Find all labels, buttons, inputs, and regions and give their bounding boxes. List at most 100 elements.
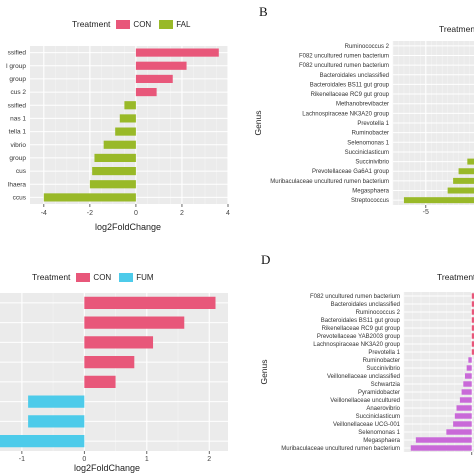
bar [92,167,136,176]
bar [403,197,474,204]
category-label: nas 1 [10,115,26,122]
bar [135,61,187,70]
category-label: Bacteroidales BS11 gut group [310,82,390,88]
legend-label-fal: FAL [176,19,191,29]
x-tick-label: 1 [145,456,149,463]
bar [471,325,474,331]
category-label: tella 1 [9,129,27,136]
category-label: Rikenellaceae RC9 gut group [311,92,390,98]
category-label: Bacteroidales BS11 gut group [321,318,401,324]
bar [415,437,472,443]
legend-title-b: Treatment [439,24,474,34]
category-label: Rikenellaceae RC9 gut group [322,326,401,332]
chart-d: F082 uncultured rumen bacterium Bacteroid… [259,292,474,455]
chart-a: ssified l group group cus 2 ssified nas 1 tell… [6,46,230,232]
category-label: Ruminococcus 2 [345,44,390,50]
category-label: Streptococcus [351,198,389,204]
category-label: group [9,76,26,83]
category-label: Veillonellaceae uncultured [330,398,400,404]
bar [0,435,85,448]
category-label: Ruminobacter [352,131,389,137]
panel-label-d: D [261,252,271,267]
category-label: Pyramidobacter [358,390,400,396]
category-label: Methanobrevibacter [336,102,389,108]
category-label: Bacteroidales unclassified [331,302,400,308]
bar [84,375,116,388]
bar [410,445,472,451]
legend-label-fum: FUM [136,272,154,282]
bar [471,309,474,315]
legend-swatch-con [76,272,91,282]
category-label: l group [6,63,26,70]
legend-title: Treatment [32,272,71,282]
category-label: Bacteroidales unclassified [320,73,389,79]
bar [84,336,154,349]
x-tick-label: 4 [226,210,230,217]
bar [471,293,474,299]
category-label: Prevotellaceae Ga6A1 group [312,169,390,175]
legend-swatch-con [116,19,131,29]
legend-label-con: CON [93,272,112,282]
x-axis-label: log2FoldChange [95,222,161,232]
bar [471,333,474,339]
category-label: ccus [13,194,27,201]
y-axis-label: Genus [259,359,269,384]
category-label: Anaerovibrio [366,406,400,412]
bar [135,48,219,57]
panel-label-b: B [259,4,268,19]
category-label: Veillonellaceae UCG-001 [333,422,401,428]
bar [471,317,474,323]
chart-b: Ruminococcus 2 F082 uncultured rumen bact… [253,41,474,232]
category-label: Prevotella 1 [368,350,400,356]
category-label: Megasphaera [363,438,400,444]
plot-background [30,46,228,204]
legend-swatch-fum [119,272,134,282]
x-axis-label: log2FoldChange [74,463,140,473]
category-label: Veillonellaceae unclassified [327,374,400,380]
bar [84,296,216,309]
bar [84,316,185,329]
panel-a: Treatment CON FAL ssified l group group cus… [0,0,237,237]
x-tick-label: 0 [82,456,86,463]
bar [115,127,136,136]
category-label: Prevotella 1 [357,121,389,127]
legend-c: Treatment CON FUM [32,272,162,282]
category-label: Megasphaera [352,189,389,195]
category-label: cus 2 [10,89,26,96]
x-tick-label: -4 [41,210,47,217]
panel-b: B Treatment Ruminococcus 2 F082 unculture… [237,0,474,237]
panel-d: D Treatment F082 uncultured rumen bacter… [237,237,474,474]
x-tick-label: 2 [180,210,184,217]
category-label: Selenomonas 1 [347,140,389,146]
panel-c: Treatment CON FUM -1 0 1 2 log2FoldChange [0,237,237,474]
bar [456,405,472,411]
category-label: Schwartzia [371,382,401,388]
bar [446,429,472,435]
category-label: Ruminococcus 2 [356,310,401,316]
category-label: F082 uncultured rumen bacterium [299,53,389,59]
bar [28,395,85,408]
bar [94,153,136,162]
bar [28,415,85,428]
bar [466,365,472,371]
bar [453,177,474,184]
bar [453,421,472,427]
legend-title: Treatment [72,19,111,29]
bar [471,301,474,307]
x-tick-label: 2 [207,456,211,463]
bar [84,356,135,369]
category-label: lhaera [8,181,26,188]
bar [135,74,173,83]
bar [471,349,474,355]
legend-swatch-fal [159,19,174,29]
category-label: vibrio [10,142,26,149]
category-label: Prevotellaceae YAB2003 group [317,334,401,340]
bar [454,413,472,419]
bar [471,341,474,347]
bar [467,158,474,165]
bar [89,180,136,189]
bar [124,101,136,110]
bar [464,373,472,379]
x-tick-label: -2 [87,210,93,217]
y-axis-label: Genus [253,110,263,135]
